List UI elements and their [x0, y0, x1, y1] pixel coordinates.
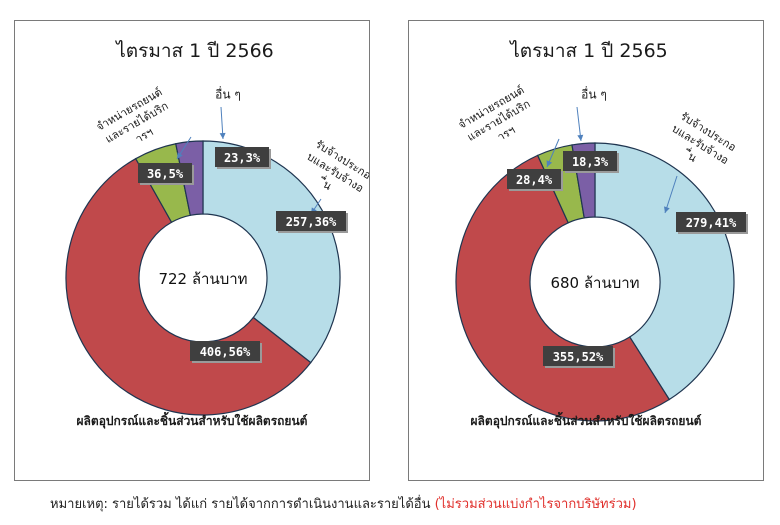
data-label-manufacturing: 355,52% — [543, 346, 615, 368]
callout-other-line: อื่น ๆ — [581, 86, 607, 102]
data-label-text: 406,56% — [200, 345, 251, 359]
center-total-label: 680 ล้านบาท — [550, 274, 639, 292]
data-label-text: 279,41% — [686, 216, 737, 230]
arrow-other — [576, 106, 584, 142]
arrow-dealer — [546, 138, 560, 168]
data-label-text: 257,36% — [286, 215, 337, 229]
data-label-contract: 279,41% — [676, 212, 748, 234]
data-label-text: 18,3% — [572, 155, 609, 169]
data-label-other: 23,3% — [215, 147, 271, 169]
data-label-text: 23,3% — [224, 151, 261, 165]
callout-other: อื่น ๆ — [581, 86, 607, 102]
data-label-dealer: 36,5% — [138, 163, 194, 185]
callout-other: อื่น ๆ — [215, 86, 241, 102]
chart-panel-2565: ไตรมาส 1 ปี 2565 680 ล้านบาท จำหน่ายรถยนต์… — [408, 20, 764, 481]
arrow-contract — [663, 175, 678, 214]
footnote: หมายเหตุ: รายได้รวม ได้แก่ รายได้จากการด… — [50, 493, 637, 514]
callout-other-line: อื่น ๆ — [215, 86, 241, 102]
bottom-category-label: ผลิตอุปกรณ์และชิ้นส่วนสำหรับใช้ผลิตรถยนต… — [77, 411, 308, 429]
donut-chart-2565: ไตรมาส 1 ปี 2565 680 ล้านบาท จำหน่ายรถยนต์… — [455, 40, 748, 429]
data-label-other: 18,3% — [563, 151, 619, 173]
chart-title: ไตรมาส 1 ปี 2565 — [508, 40, 668, 62]
chart-panel-2566: ไตรมาส 1 ปี 2566 722 ล้านบาท จำหน่ายรถยนต์… — [14, 20, 370, 481]
chart-title: ไตรมาส 1 ปี 2566 — [114, 40, 274, 62]
footnote-highlight: (ไม่รวมส่วนแบ่งกำไรจากบริษัทร่วม) — [434, 497, 637, 512]
data-label-manufacturing: 406,56% — [190, 341, 262, 363]
bottom-category-label: ผลิตอุปกรณ์และชิ้นส่วนสำหรับใช้ผลิตรถยนต… — [471, 411, 702, 429]
slice-contract — [202, 140, 341, 364]
data-label-text: 355,52% — [553, 350, 604, 364]
arrow-other — [219, 106, 226, 140]
slice-contract — [594, 142, 735, 401]
data-label-text: 36,5% — [147, 167, 184, 181]
arrow-dealer — [176, 136, 192, 160]
slice-manufacturing — [455, 154, 671, 422]
center-total-label: 722 ล้านบาท — [158, 270, 247, 288]
footnote-text: หมายเหตุ: รายได้รวม ได้แก่ รายได้จากการด… — [50, 497, 435, 512]
data-label-dealer: 28,4% — [507, 169, 563, 191]
data-label-contract: 257,36% — [276, 211, 348, 233]
data-label-text: 28,4% — [516, 173, 553, 187]
